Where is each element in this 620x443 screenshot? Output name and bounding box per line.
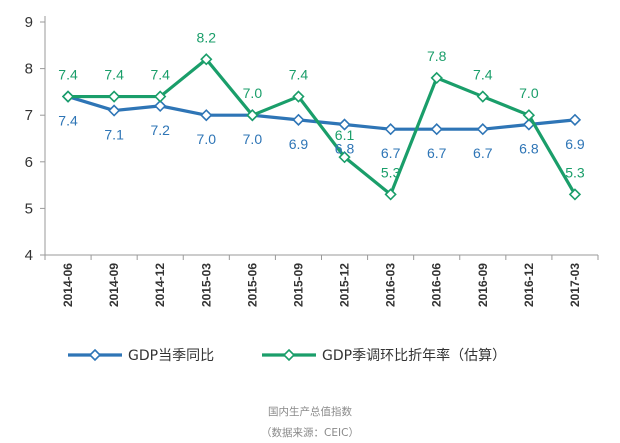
y-tick-label: 4 [25,247,33,264]
series-2-point [61,90,75,103]
series-2-data-label: 7.4 [58,67,78,83]
x-tick-label: 2017-03 [568,263,582,307]
series-2-point [154,90,167,103]
series-1-data-label: 6.7 [427,145,447,161]
series-2-point [338,151,351,164]
x-tick-label: 2016-12 [522,263,536,307]
series-1-data-label: 6.9 [565,136,585,152]
series-2-point [200,53,213,66]
caption-title: 国内生产总值指数 [268,406,352,418]
y-tick-label: 5 [25,200,33,217]
series-2-point [384,188,397,201]
series-1-data-label: 6.7 [381,145,401,161]
x-tick-label: 2015-06 [245,263,259,307]
series-1-data-label: 6.9 [289,136,309,152]
caption-source: （数据来源：CEIC） [261,427,359,439]
x-tick-label: 2014-09 [107,263,121,307]
x-tick-label: 2014-06 [61,263,75,307]
legend: GDP当季同比 GDP季调环比折年率（估算） [68,347,506,364]
series-2-data-label: 7.8 [427,48,447,64]
y-tick-label: 6 [25,154,33,171]
series-1-point [107,104,121,117]
series-2-data-label: 6.1 [335,127,355,143]
series-2-data-label: 7.4 [104,67,124,83]
series-1-point [384,123,397,136]
series-2-data-label: 5.3 [381,164,401,180]
legend-label-2: GDP季调环比折年率（估算） [322,347,506,364]
series-1-point [430,123,443,136]
series-2-point [568,188,582,201]
series-1-point [476,123,489,136]
series-2-data-label: 7.4 [150,67,170,83]
series-1-data-label: 7.2 [150,122,170,138]
x-tick-label: 2014-12 [153,263,167,307]
series-1-point [292,113,305,126]
x-tick-label: 2015-03 [199,263,213,307]
series-1-data-label: 6.8 [335,141,355,157]
series-2-data-label: 7.0 [243,85,263,101]
x-tick-label: 2015-09 [291,263,305,307]
series-2-point [522,109,536,122]
series-1-data-label: 6.8 [519,141,539,157]
series-layer [61,53,582,201]
y-tick-label: 8 [25,61,33,78]
y-tick-label: 7 [25,107,33,124]
series-line-2 [68,57,577,197]
series-2-data-label: 7.4 [473,67,493,83]
data-labels-layer: 7.4 7.1 7.2 7.0 7.0 6.9 6.8 6.7 6.7 6.7 6.8 6.9 7.4 7… [58,29,585,180]
series-1-data-label: 6.7 [473,145,493,161]
legend-label-1: GDP当季同比 [128,348,214,364]
series-2-data-label: 7.0 [519,85,539,101]
series-2-point [476,90,489,103]
x-tick-label: 2015-12 [338,263,352,307]
y-tick-label: 9 [25,14,33,31]
series-1-data-label: 7.0 [243,131,263,147]
legend-marker-2 [282,348,296,362]
series-line-1 [67,95,576,131]
series-1-point [154,99,167,113]
series-1-point [568,113,582,126]
series-1-data-label: 7.0 [197,131,217,147]
series-2-point [107,90,121,103]
series-2-point [430,71,443,85]
series-1-point [200,109,213,122]
x-tick-label: 2016-09 [476,263,490,307]
legend-marker-1 [88,348,102,362]
series-2-data-label: 7.4 [289,67,309,83]
series-2-point [246,109,259,122]
series-2-point [292,90,305,103]
x-tick-label: 2016-06 [430,263,444,307]
series-2-data-label: 8.2 [197,29,217,45]
y-axis: 4 5 6 7 8 9 [25,14,46,264]
series-1-point [338,118,351,131]
series-1-data-label: 7.4 [58,113,78,129]
x-axis: 2014-06 2014-09 2014-12 2015-03 2015-06 2015-… [44,254,599,307]
x-tick-label: 2016-03 [384,263,398,307]
series-2-data-label: 5.3 [565,164,585,180]
series-1-data-label: 7.1 [104,127,124,143]
